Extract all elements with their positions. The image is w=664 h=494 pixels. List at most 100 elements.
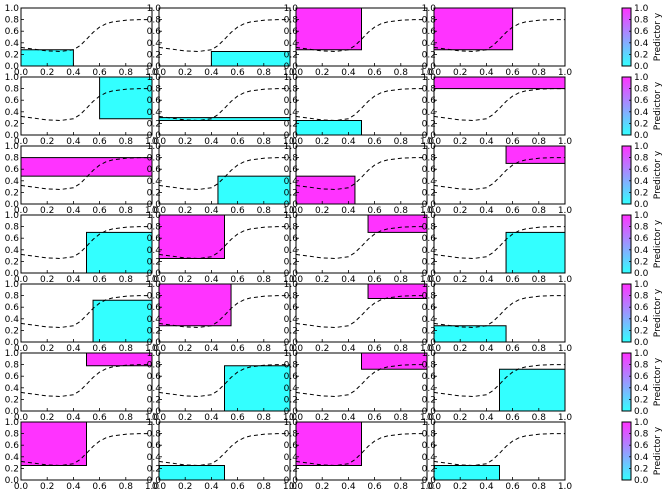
x-tick-label: 0.2 bbox=[178, 275, 192, 285]
x-tick-label: 0.6 bbox=[92, 413, 107, 423]
panel-4-2: 0.0 0.2 0.4 0.6 0.8 1.00.00.20.40.60.81.0 bbox=[147, 211, 298, 285]
x-tick-label: 1.0 bbox=[145, 413, 160, 423]
y-tick-label: 0.8 bbox=[422, 16, 437, 26]
y-tick-label: 1.0 bbox=[422, 142, 437, 152]
x-tick-label: 0.8 bbox=[119, 137, 134, 147]
colorbar-tick-label: 0.8 bbox=[634, 430, 649, 440]
y-tick-label: 1.0 bbox=[284, 73, 299, 83]
y-tick-label: 1.0 bbox=[147, 211, 162, 221]
dashed-curve bbox=[20, 157, 152, 191]
dashed-curve bbox=[295, 19, 427, 53]
colorbar-tick-label: 0.8 bbox=[634, 154, 649, 164]
y-tick-label: 1.0 bbox=[422, 4, 437, 14]
x-tick-label: 0.4 bbox=[66, 482, 81, 492]
region-rect bbox=[86, 352, 153, 367]
y-tick-label: 0.4 bbox=[284, 246, 299, 256]
x-tick-label: 1.0 bbox=[145, 206, 160, 216]
colorbar-tick-label: 0.8 bbox=[634, 292, 649, 302]
y-tick-label: 0.8 bbox=[422, 430, 437, 440]
region-rect bbox=[217, 175, 291, 205]
x-tick-label: 0.0 bbox=[289, 482, 304, 492]
y-tick-label: 0.0 bbox=[422, 200, 437, 210]
x-tick-label: 0.6 bbox=[230, 206, 245, 216]
y-tick-label: 0.2 bbox=[147, 188, 161, 198]
y-tick-label: 1.0 bbox=[5, 211, 20, 221]
x-tick-label: 0.6 bbox=[505, 206, 520, 216]
colorbar-tick-label: 0.8 bbox=[634, 223, 649, 233]
y-tick-label: 0.4 bbox=[284, 453, 299, 463]
panel-1-2: 0.0 0.2 0.4 0.6 0.8 1.00.00.20.40.60.81.0 bbox=[147, 4, 298, 78]
y-tick-label: 0.4 bbox=[5, 315, 20, 325]
y-tick-label: 0.8 bbox=[147, 361, 162, 371]
y-tick-label: 0.0 bbox=[147, 269, 162, 279]
colorbar-tick-label: 0.0 bbox=[634, 200, 649, 210]
x-tick-label: 0.0 bbox=[14, 482, 29, 492]
x-tick-label: 0.0 bbox=[14, 206, 29, 216]
axes-frame bbox=[295, 283, 428, 343]
axes-frame bbox=[158, 421, 291, 481]
colorbar-tick-label: 0.6 bbox=[634, 234, 649, 244]
colorbar-6: 0.0 0.20.4 0.60.8 1.0 Predictor y bbox=[621, 349, 663, 417]
x-tick-label: 1.0 bbox=[283, 344, 298, 354]
colorbar-tick-label: 0.4 bbox=[634, 39, 649, 49]
dashed-curve bbox=[158, 19, 290, 53]
region-rect bbox=[99, 76, 153, 120]
axes-frame bbox=[20, 7, 153, 67]
region-rect bbox=[295, 120, 362, 136]
y-tick-label: 0.8 bbox=[147, 430, 162, 440]
x-tick-label: 0.4 bbox=[66, 137, 81, 147]
x-tick-label: 0.6 bbox=[92, 275, 107, 285]
axes-frame bbox=[158, 145, 291, 205]
x-tick-label: 1.0 bbox=[283, 413, 298, 423]
x-tick-label: 0.8 bbox=[257, 68, 272, 78]
colorbar-tick-label: 1.0 bbox=[634, 73, 649, 83]
colorbar-tick-label: 0.4 bbox=[634, 177, 649, 187]
x-tick-label: 0.2 bbox=[40, 275, 54, 285]
dashed-curve bbox=[295, 88, 427, 122]
dashed-curve bbox=[433, 157, 565, 191]
y-tick-label: 0.4 bbox=[147, 177, 162, 187]
x-tick-label: 0.0 bbox=[289, 275, 304, 285]
panel-5-4: 0.0 0.2 0.4 0.6 0.8 1.00.00.20.40.60.81.0 bbox=[422, 280, 573, 354]
region-rect bbox=[361, 352, 428, 370]
colorbar-tick-label: 0.2 bbox=[634, 257, 648, 267]
y-tick-label: 0.4 bbox=[147, 315, 162, 325]
y-tick-label: 1.0 bbox=[5, 142, 20, 152]
y-tick-label: 0.0 bbox=[284, 407, 299, 417]
dashed-curve bbox=[20, 295, 152, 329]
axes-frame bbox=[20, 214, 153, 274]
x-tick-label: 0.2 bbox=[40, 413, 54, 423]
x-tick-label: 0.0 bbox=[14, 344, 29, 354]
y-tick-label: 0.0 bbox=[5, 476, 20, 486]
axes-frame bbox=[20, 352, 153, 412]
x-tick-label: 0.6 bbox=[367, 482, 382, 492]
x-tick-label: 0.2 bbox=[315, 68, 329, 78]
y-tick-label: 0.0 bbox=[284, 269, 299, 279]
y-tick-label: 0.4 bbox=[5, 246, 20, 256]
x-tick-label: 0.8 bbox=[532, 68, 547, 78]
colorbar-tick-label: 1.0 bbox=[634, 211, 649, 221]
colorbar-label: Predictor y bbox=[653, 426, 663, 475]
x-tick-label: 0.2 bbox=[453, 68, 467, 78]
dashed-curve bbox=[158, 433, 290, 467]
x-tick-label: 0.2 bbox=[453, 482, 467, 492]
y-tick-label: 0.8 bbox=[147, 223, 162, 233]
panel-5-1: 0.0 0.2 0.4 0.6 0.8 1.00.00.20.40.60.81.0 bbox=[5, 280, 160, 354]
region-rect bbox=[499, 368, 566, 412]
x-tick-label: 0.0 bbox=[427, 206, 442, 216]
x-tick-label: 0.0 bbox=[14, 413, 29, 423]
y-tick-label: 1.0 bbox=[5, 280, 20, 290]
x-tick-label: 0.8 bbox=[394, 344, 409, 354]
panel-6-4: 0.0 0.2 0.4 0.6 0.8 1.00.00.20.40.60.81.0 bbox=[422, 349, 573, 423]
y-tick-label: 0.4 bbox=[5, 177, 20, 187]
dashed-curve bbox=[20, 19, 152, 53]
x-tick-label: 0.0 bbox=[289, 137, 304, 147]
x-tick-label: 0.6 bbox=[230, 275, 245, 285]
y-tick-label: 0.8 bbox=[147, 292, 162, 302]
y-tick-label: 1.0 bbox=[284, 280, 299, 290]
x-tick-label: 0.0 bbox=[427, 275, 442, 285]
x-tick-label: 1.0 bbox=[420, 206, 435, 216]
panel-4-4: 0.0 0.2 0.4 0.6 0.8 1.00.00.20.40.60.81.0 bbox=[422, 211, 573, 285]
